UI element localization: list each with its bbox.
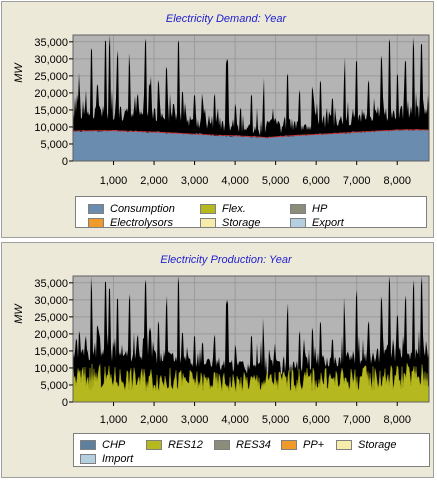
y-tick-label: 0 <box>62 397 68 409</box>
legend-swatch <box>214 440 230 450</box>
total-band-area <box>73 276 429 402</box>
legend-swatch <box>88 218 104 228</box>
x-tick-label: 8,000 <box>383 414 411 426</box>
legend-swatch <box>88 204 104 214</box>
legend-label: Electrolysors <box>110 217 173 229</box>
x-tick-label: 1,000 <box>100 414 128 426</box>
production-chart-panel: Electricity Production: Year 0 5,000 10,000… <box>1 242 434 478</box>
legend-label: RES12 <box>168 439 203 451</box>
legend-item-chp: CHP <box>80 439 125 451</box>
plot-frame <box>72 34 430 162</box>
y-tick-label: 30,000 <box>34 295 68 307</box>
legend-label: PP+ <box>303 439 325 451</box>
x-tick-label: 8,000 <box>383 175 411 187</box>
production-legend: CHP RES12 RES34 PP+ Storage Import <box>73 433 430 467</box>
legend-item-storage: Storage <box>336 439 397 451</box>
y-tick-label: 10,000 <box>34 363 68 375</box>
y-tick-label: 20,000 <box>34 88 68 100</box>
y-tick-label: 35,000 <box>34 37 68 49</box>
series-area-res12 <box>72 363 430 403</box>
consumption-line <box>72 129 430 138</box>
x-tick-label: 3,000 <box>181 175 209 187</box>
y-tick-label: 15,000 <box>34 105 68 117</box>
x-tick-label: 3,000 <box>181 414 209 426</box>
y-tick-label: 25,000 <box>34 312 68 324</box>
demand-chart-panel: Electricity Demand: Year 0 5,000 10,000 15,0… <box>1 1 434 238</box>
legend-swatch <box>146 440 162 450</box>
chart-title: Electricity Production: Year <box>160 254 293 266</box>
plot-frame <box>72 275 430 403</box>
legend-label: Consumption <box>110 203 175 215</box>
y-tick-label: 25,000 <box>34 71 68 83</box>
legend-swatch <box>290 218 306 228</box>
legend-swatch <box>200 204 216 214</box>
legend-item-res34: RES34 <box>214 439 271 451</box>
legend-swatch <box>80 440 96 450</box>
legend-label: HP <box>312 203 328 215</box>
y-axis-label: MW <box>13 62 25 83</box>
legend-label: CHP <box>102 439 126 451</box>
y-tick-label: 15,000 <box>34 346 68 358</box>
legend-label: Import <box>102 453 134 465</box>
legend-swatch <box>200 218 216 228</box>
x-tick-label: 6,000 <box>302 414 330 426</box>
legend-swatch <box>281 440 297 450</box>
x-tick-label: 2,000 <box>140 175 168 187</box>
legend-swatch <box>80 454 96 464</box>
demand-legend: Consumption Flex. HP Electrolysors Storage Ex… <box>75 196 427 229</box>
x-tick-label: 5,000 <box>262 414 290 426</box>
chart-title: Electricity Demand: Year <box>166 13 288 25</box>
production-chart-svg: Electricity Production: Year 0 5,000 10,000… <box>13 254 430 426</box>
demand-chart-svg: Electricity Demand: Year 0 5,000 10,000 15,0… <box>13 13 430 187</box>
y-tick-label: 5,000 <box>40 380 68 392</box>
total-band-area <box>73 35 429 161</box>
legend-item-electrolysors: Electrolysors <box>88 217 173 229</box>
legend-item-res12: RES12 <box>146 439 203 451</box>
x-tick-label: 4,000 <box>221 414 249 426</box>
y-axis-label: MW <box>13 303 25 324</box>
legend-swatch <box>290 204 306 214</box>
legend-item-flex-: Flex. <box>200 203 246 215</box>
y-tick-label: 0 <box>62 156 68 168</box>
legend-label: Storage <box>358 439 397 451</box>
y-tick-label: 20,000 <box>34 329 68 341</box>
series-area-consumption <box>73 128 429 161</box>
legend-item-hp: HP <box>290 203 327 215</box>
y-tick-label: 35,000 <box>34 278 68 290</box>
x-tick-label: 2,000 <box>140 414 168 426</box>
legend-label: Flex. <box>222 203 246 215</box>
x-tick-label: 6,000 <box>302 175 330 187</box>
legend-swatch <box>336 440 352 450</box>
x-tick-label: 5,000 <box>262 175 290 187</box>
y-tick-label: 30,000 <box>34 54 68 66</box>
legend-item-pp-: PP+ <box>281 439 324 451</box>
legend-item-storage: Storage <box>200 217 261 229</box>
legend-item-import: Import <box>80 453 133 465</box>
y-tick-label: 10,000 <box>34 122 68 134</box>
legend-label: Storage <box>222 217 261 229</box>
x-tick-label: 7,000 <box>343 175 371 187</box>
y-tick-label: 5,000 <box>40 139 68 151</box>
legend-item-consumption: Consumption <box>88 203 175 215</box>
x-tick-label: 1,000 <box>100 175 128 187</box>
legend-label: Export <box>312 217 344 229</box>
x-tick-label: 4,000 <box>221 175 249 187</box>
legend-item-export: Export <box>290 217 344 229</box>
legend-label: RES34 <box>236 439 271 451</box>
x-tick-label: 7,000 <box>343 414 371 426</box>
